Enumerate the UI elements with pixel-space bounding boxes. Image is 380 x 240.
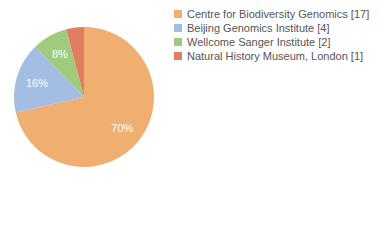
legend-label: Natural History Museum, London [1] [187,50,363,62]
legend-swatch [174,52,182,60]
chart: 70% 16% 8% Centre for Biodiversity Genomics… [0,0,380,240]
data-label: 70% [111,122,133,134]
legend-swatch [174,10,182,18]
legend-swatch [174,24,182,32]
legend-label: Centre for Biodiversity Genomics [17] [187,8,369,20]
pie [14,27,154,167]
legend-label: Wellcome Sanger Institute [2] [187,36,330,48]
legend-swatch [174,38,182,46]
slice [66,27,84,97]
data-label: 8% [52,48,68,60]
data-label: 16% [26,77,48,89]
legend: Centre for Biodiversity Genomics [17] Bei… [174,8,369,62]
legend-label: Beijing Genomics Institute [4] [187,22,329,34]
data-labels: 70% 16% 8% [26,48,134,133]
